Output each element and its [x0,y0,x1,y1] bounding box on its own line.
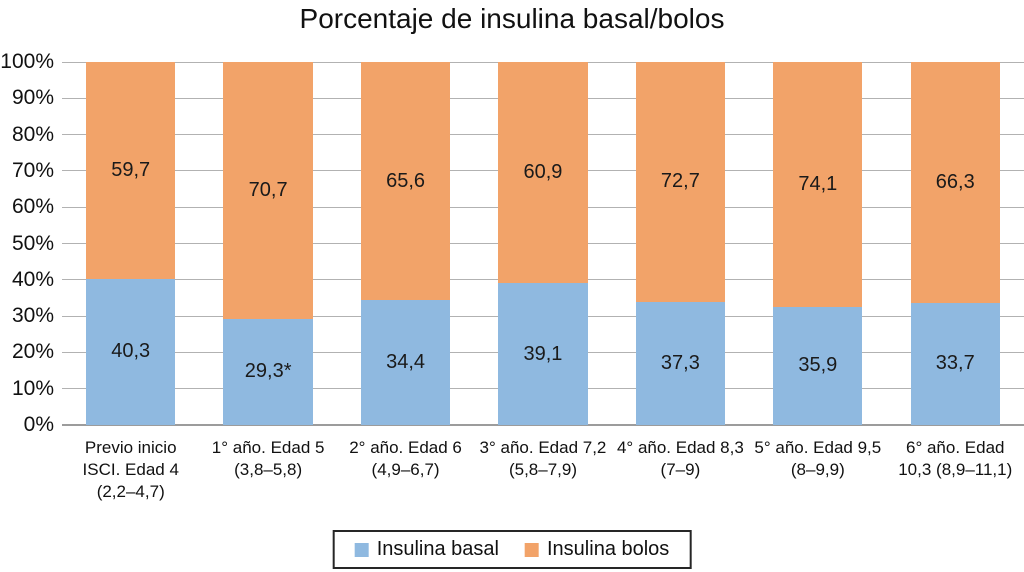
x-category-label: 6° año. Edad 10,3 (8,9–11,1) [898,438,1013,480]
legend-swatch-basal-icon [354,542,369,557]
stacked-bar: 60,9 39,1 [498,62,588,425]
legend: Insulina basal Insulina bolos [332,530,692,569]
y-tick-label: 100% [0,50,54,73]
bolos-value-label: 65,6 [386,169,426,192]
bolos-value-label: 66,3 [935,170,975,193]
plot-area: 59,7 40,3 70,7 29,3* 65,6 34,4 60,9 39,1 72,7 37,… [62,61,1024,426]
basal-segment: 34,4 [360,300,451,425]
bar-column: 60,9 39,1 [474,62,611,425]
y-tick-label: 20% [11,340,54,364]
stacked-bar: 65,6 34,4 [360,62,451,425]
basal-segment: 29,3* [223,318,313,425]
bolos-segment: 74,1 [773,62,863,307]
x-category-label: 4° año. Edad 8,3 (7–9) [616,438,744,480]
bolos-value-label: 59,7 [111,158,151,181]
bolos-value-label: 72,7 [660,170,700,193]
bolos-segment: 72,7 [635,62,726,302]
y-tick-label: 30% [11,304,54,328]
bar-column: 59,7 40,3 [62,62,199,425]
stacked-bar: 72,7 37,3 [635,62,726,425]
basal-segment: 39,1 [498,283,588,425]
bolos-segment: 70,7 [223,62,313,319]
y-tick-label: 70% [11,158,54,182]
y-tick-label: 10% [11,376,54,400]
x-axis-labels: Previo inicio ISCI. Edad 4 (2,2–4,7) 1° a… [62,437,1024,503]
bolos-value-label: 70,7 [248,178,288,201]
bar-column: 74,1 35,9 [749,62,886,425]
bolos-value-label: 74,1 [798,172,838,195]
bolos-segment: 66,3 [910,62,1000,303]
basal-value-label: 29,3* [244,360,292,383]
legend-item-bolos: Insulina bolos [525,538,669,561]
basal-value-label: 33,7 [935,352,975,375]
basal-segment: 35,9 [773,306,863,425]
legend-swatch-bolos-icon [525,542,539,557]
x-category-label: 5° año. Edad 9,5 (8–9,9) [754,438,882,480]
x-category-label: Previo inicio ISCI. Edad 4 (2,2–4,7) [82,438,179,502]
bar-column: 65,6 34,4 [337,62,474,425]
y-tick-label: 0% [23,413,54,436]
chart-title: Porcentaje de insulina basal/bolos [299,3,725,34]
basal-segment: 40,3 [86,278,176,425]
legend-label-basal: Insulina basal [376,538,499,560]
legend-label-bolos: Insulina bolos [547,538,670,560]
basal-value-label: 34,4 [386,351,426,374]
bolos-segment: 65,6 [360,62,451,301]
bar-column: 70,7 29,3* [199,62,336,425]
legend-item-basal: Insulina basal [354,538,499,561]
stacked-bar: 59,7 40,3 [86,62,176,425]
bolos-segment: 60,9 [498,62,588,284]
x-axis-baseline [62,424,1024,426]
basal-value-label: 37,3 [660,351,700,374]
stacked-bar: 70,7 29,3* [223,62,313,425]
x-category-label: 3° año. Edad 7,2 (5,8–7,9) [479,438,607,480]
basal-segment: 33,7 [910,302,1000,425]
x-category-label: 1° año. Edad 5 (3,8–5,8) [211,438,325,480]
bar-column: 72,7 37,3 [612,62,749,425]
basal-value-label: 35,9 [798,354,838,377]
y-tick-label: 60% [11,195,54,219]
bolos-value-label: 60,9 [523,161,563,184]
y-tick-label: 50% [11,231,54,255]
y-tick-label: 40% [11,267,54,291]
y-tick-label: 80% [11,122,54,146]
x-category-label: 2° año. Edad 6 (4,9–6,7) [349,438,462,480]
y-tick-label: 90% [11,86,54,110]
basal-value-label: 40,3 [111,340,151,363]
basal-segment: 37,3 [635,301,726,425]
bars-container: 59,7 40,3 70,7 29,3* 65,6 34,4 60,9 39,1 72,7 37,… [62,62,1024,425]
bolos-segment: 59,7 [86,62,176,279]
bar-column: 66,3 33,7 [887,62,1024,425]
stacked-bar: 74,1 35,9 [773,62,863,425]
basal-value-label: 39,1 [523,342,563,365]
stacked-bar: 66,3 33,7 [910,62,1000,425]
